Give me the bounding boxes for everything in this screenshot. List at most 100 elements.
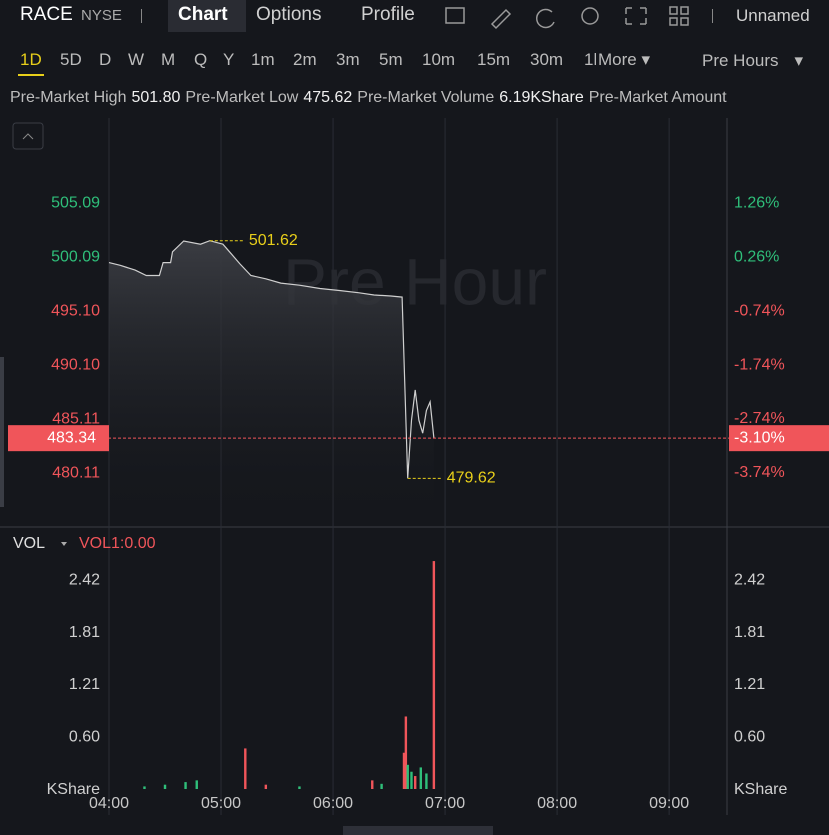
volume-bar (404, 716, 408, 789)
area-fill (109, 240, 434, 525)
volume-bar (143, 786, 146, 789)
x-tick-label: 06:00 (313, 795, 353, 812)
y2-tick-label: 1.81 (734, 624, 765, 641)
x-tick-label: 05:00 (201, 795, 241, 812)
y2-tick-label: -1.74% (734, 356, 785, 373)
y-tick-label: 505.09 (51, 194, 100, 211)
y-tick-label: 1.21 (69, 676, 100, 693)
y-tick-label: 480.11 (52, 464, 100, 481)
volume-bar (195, 780, 198, 789)
annotation-label: 479.62 (447, 470, 496, 487)
y2-tick-label: -2.74% (734, 410, 785, 427)
stat-value: 501.80 (131, 89, 181, 106)
volume-bar (371, 780, 374, 789)
period-button[interactable]: W (128, 50, 145, 69)
tab[interactable]: Options (256, 4, 322, 25)
collapse-button[interactable] (12, 122, 44, 150)
icons (445, 6, 689, 30)
icon[interactable] (445, 7, 465, 24)
y2-tick-label: -0.74% (734, 302, 785, 319)
x-tick-label: 07:00 (425, 795, 465, 812)
layout-name[interactable]: Unnamed (736, 6, 810, 25)
period-bar: More ▾ Pre Hours ▾ 1D 5D D W M Q Y 1m 2m 3m 5m 10m 15… (0, 44, 829, 76)
y2-tick-label: 0.26% (734, 249, 779, 266)
period-button[interactable]: Y (223, 50, 235, 69)
volume-bar (402, 752, 406, 789)
volume-bar (298, 786, 301, 789)
icon[interactable] (625, 7, 647, 25)
icon[interactable] (669, 6, 689, 26)
x-tick-label: 04:00 (89, 795, 129, 812)
volume-bar (244, 748, 247, 789)
more[interactable]: More ▾ (598, 50, 650, 69)
period-button[interactable]: 1m (251, 50, 275, 69)
stat-label: Pre-Market Low (185, 89, 299, 106)
stat-label: Pre-Market Volume (357, 89, 495, 106)
volume-bar (264, 784, 268, 789)
y2-tick-label: -3.74% (734, 464, 785, 481)
last-change-label: -3.10% (734, 429, 785, 446)
volume-bar (380, 783, 383, 789)
stat-value: 6.19KShare (499, 89, 584, 106)
y2-tick-label: 2.42 (734, 571, 765, 588)
period-button[interactable]: 1D (20, 50, 42, 69)
volume-bar (184, 782, 187, 789)
toolbar: RACE NYSE Chart Options Profile Unnamed (0, 0, 829, 32)
volume-bar (163, 784, 167, 789)
active-underline (18, 74, 44, 76)
period-button[interactable]: 3m (336, 50, 360, 69)
period-button[interactable]: 10m (422, 50, 456, 69)
y-tick-label: 485.11 (52, 410, 100, 427)
period-button[interactable]: 15m (477, 50, 511, 69)
period-button[interactable]: 5D (60, 50, 82, 69)
price-line (108, 240, 435, 479)
annotation-label: 501.62 (249, 232, 298, 249)
period-button[interactable]: 2m (293, 50, 317, 69)
icon[interactable] (490, 8, 512, 30)
y-tick-label: 495.10 (51, 302, 100, 319)
exchange: NYSE (81, 7, 122, 24)
x-tick-label: 09:00 (649, 795, 689, 812)
side-handle[interactable] (0, 357, 4, 507)
divider (141, 9, 142, 23)
period-button[interactable]: 5m (379, 50, 403, 69)
stats-row: Pre-Market High 501.80 Pre-Market Low 475.6… (10, 89, 829, 107)
divider (712, 9, 713, 23)
tab[interactable]: Chart (178, 4, 228, 25)
last-price-box (8, 425, 109, 452)
stat-value: 475.62 (303, 89, 353, 106)
period-button[interactable]: Q (194, 50, 208, 69)
symbol: RACE (20, 4, 73, 25)
volume-bar (413, 776, 417, 789)
session-label[interactable]: Pre Hours (702, 51, 779, 70)
y-tick-label: 0.60 (69, 728, 100, 745)
y2-tick-label: 1.21 (734, 676, 765, 693)
volume-bar (410, 771, 413, 789)
period-button[interactable]: D (99, 50, 112, 69)
session[interactable]: Pre Hours ▾ (702, 51, 804, 70)
icon[interactable] (581, 7, 599, 25)
period-button[interactable]: 30m (530, 50, 564, 69)
vol-subtitle: VOL1:0.00 (79, 535, 156, 552)
tab[interactable]: Profile (361, 4, 415, 25)
icon[interactable] (535, 8, 555, 29)
more-label[interactable]: More (598, 50, 637, 69)
last-change-box (729, 425, 829, 452)
y-tick-label: 2.42 (69, 571, 100, 588)
y-tick-label: 1.81 (69, 624, 100, 641)
unit-label: KShare (734, 781, 787, 798)
scroll-handle[interactable] (343, 826, 493, 835)
volume-bar (419, 767, 423, 789)
volume-bar (406, 764, 409, 789)
y2-tick-label: 1.26% (734, 195, 779, 212)
last-price-label: 483.34 (47, 429, 96, 446)
dropdown-icon (61, 542, 67, 546)
period-button[interactable]: 1h (584, 50, 596, 69)
stat-label: Pre-Market High (10, 89, 127, 106)
y2-tick-label: 0.60 (734, 728, 765, 745)
vol-title: VOL (13, 535, 45, 552)
period-button[interactable]: M (161, 50, 176, 69)
y-tick-label: 500.09 (51, 248, 100, 265)
